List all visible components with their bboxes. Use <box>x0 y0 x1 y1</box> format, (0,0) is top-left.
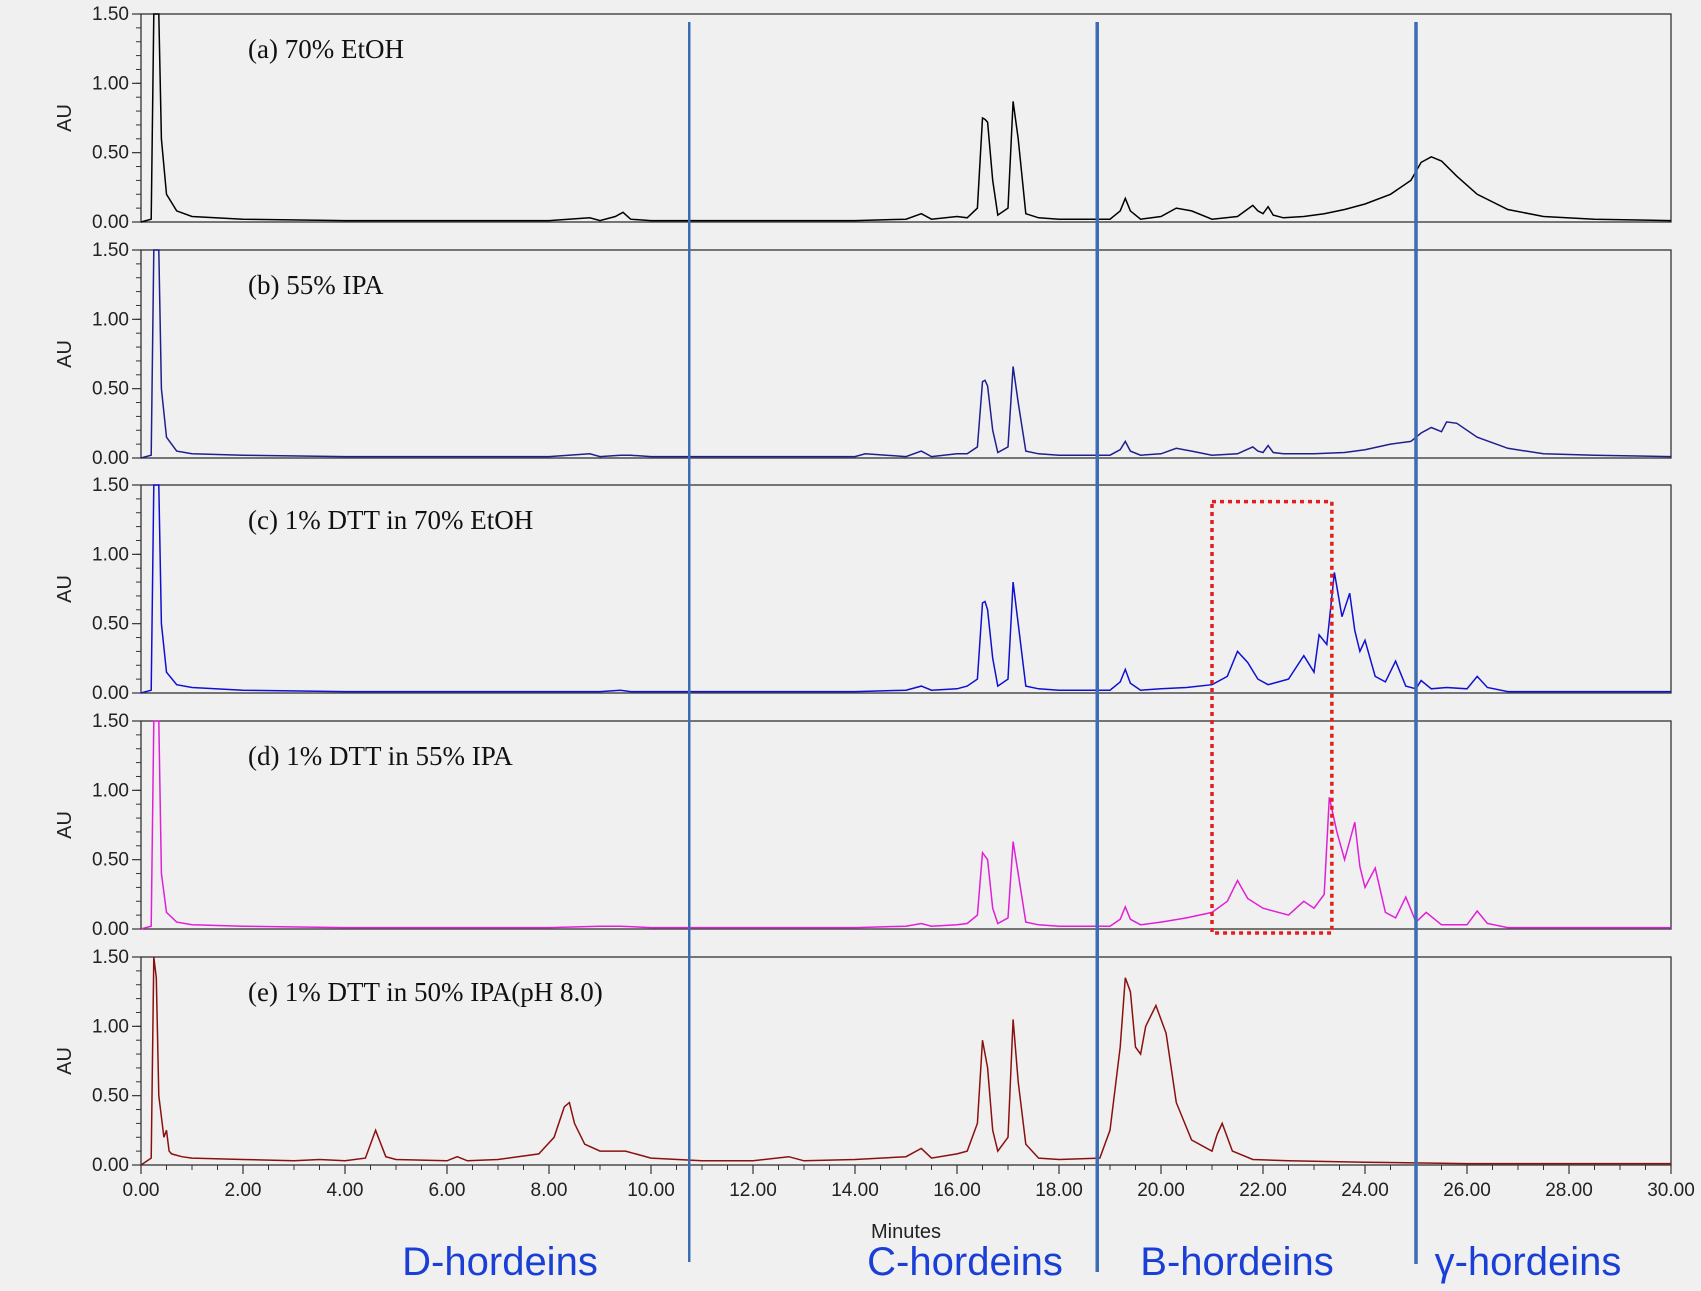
panel-frame <box>140 484 1672 694</box>
y-tick-label: 0.50 <box>92 614 129 635</box>
y-tick-label: 1.00 <box>92 544 129 565</box>
y-tick-label: 1.00 <box>92 780 129 801</box>
y-tick-label: 1.50 <box>92 711 129 732</box>
x-tick-label: 12.00 <box>729 1180 777 1201</box>
trace-d <box>140 720 1671 930</box>
region-label: γ-hordeins <box>1435 1240 1622 1284</box>
panel-c: 0.00 0.50 1.00 1.50 AU (c) 1% DTT in 70% EtOH <box>54 475 1672 704</box>
trace-e <box>140 956 1671 1166</box>
x-tick-label: 18.00 <box>1035 1180 1083 1201</box>
y-tick-label: 1.50 <box>92 240 129 261</box>
y-axis-label: AU <box>54 1047 76 1075</box>
y-tick-label: 1.50 <box>92 4 129 25</box>
y-axis-label: AU <box>54 340 76 368</box>
y-tick-label: 0.50 <box>92 143 129 164</box>
x-tick-label: 0.00 <box>123 1180 160 1201</box>
y-tick-label: 1.50 <box>92 475 129 496</box>
x-tick-label: 6.00 <box>429 1180 466 1201</box>
x-tick-label: 22.00 <box>1239 1180 1287 1201</box>
x-tick-label: 30.00 <box>1647 1180 1695 1201</box>
trace-b <box>140 249 1672 459</box>
y-tick-label: 0.50 <box>92 850 129 871</box>
y-tick-label: 0.00 <box>92 212 129 233</box>
y-tick-label: 0.00 <box>92 683 129 704</box>
x-axis-label: Minutes <box>871 1221 941 1243</box>
y-axis-label: AU <box>54 575 76 603</box>
panel-frame <box>140 249 1672 459</box>
panel-title: (e) 1% DTT in 50% IPA(pH 8.0) <box>248 977 603 1007</box>
y-tick-label: 0.00 <box>92 448 129 469</box>
highlight-box <box>1210 499 1334 935</box>
panel-e: 0.00 0.50 1.00 1.50 AU (e) 1% DTT in 50% IPA(… <box>54 947 1672 1176</box>
x-tick-label: 4.00 <box>327 1180 364 1201</box>
panel-a: 0.00 0.50 1.00 1.50 AU (a) 70% EtOH <box>54 4 1672 233</box>
x-tick-label: 26.00 <box>1443 1180 1491 1201</box>
y-axis-label: AU <box>54 811 76 839</box>
panel-title: (b) 55% IPA <box>248 270 384 300</box>
panel-d: 0.00 0.50 1.00 1.50 AU (d) 1% DTT in 55% IPA <box>54 711 1672 940</box>
x-tick-label: 2.00 <box>225 1180 262 1201</box>
panel-title: (d) 1% DTT in 55% IPA <box>248 741 513 771</box>
x-tick-label: 24.00 <box>1341 1180 1389 1201</box>
region-label: B-hordeins <box>1140 1240 1333 1284</box>
panel-title: (a) 70% EtOH <box>248 34 404 64</box>
trace-c <box>140 484 1671 694</box>
y-tick-label: 1.50 <box>92 947 129 968</box>
y-axis-label: AU <box>54 104 76 132</box>
panel-frame <box>140 13 1672 223</box>
trace-a <box>140 13 1672 223</box>
panel-b: 0.00 0.50 1.00 1.50 AU (b) 55% IPA <box>54 240 1672 469</box>
region-label: D-hordeins <box>402 1240 598 1284</box>
y-tick-label: 0.50 <box>92 1086 129 1107</box>
x-tick-label: 28.00 <box>1545 1180 1593 1201</box>
y-tick-label: 1.00 <box>92 1016 129 1037</box>
x-tick-label: 8.00 <box>531 1180 568 1201</box>
panel-frame <box>140 720 1672 930</box>
y-tick-label: 0.50 <box>92 379 129 400</box>
x-tick-label: 20.00 <box>1137 1180 1185 1201</box>
y-tick-label: 1.00 <box>92 309 129 330</box>
region-label: C-hordeins <box>867 1240 1063 1284</box>
y-tick-label: 0.00 <box>92 919 129 940</box>
x-tick-label: 14.00 <box>831 1180 879 1201</box>
x-tick-label: 10.00 <box>627 1180 675 1201</box>
y-tick-label: 0.00 <box>92 1155 129 1176</box>
panel-title: (c) 1% DTT in 70% EtOH <box>248 505 533 535</box>
x-tick-label: 16.00 <box>933 1180 981 1201</box>
y-tick-label: 1.00 <box>92 73 129 94</box>
